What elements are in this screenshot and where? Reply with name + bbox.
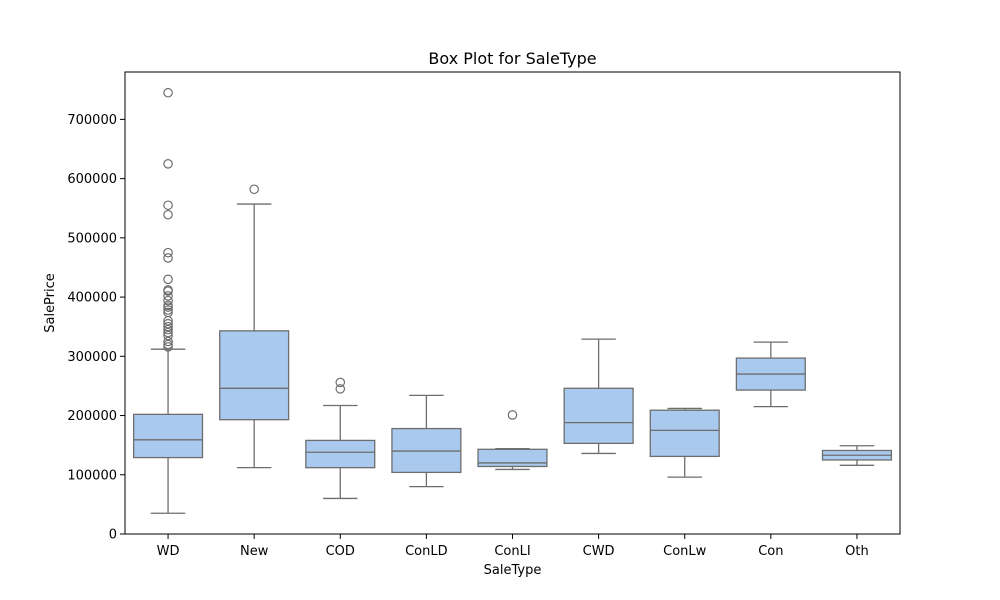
outlier-point xyxy=(163,209,173,220)
box-ConLw xyxy=(649,409,720,458)
outlier-point xyxy=(163,342,173,352)
outlier-point xyxy=(163,200,173,211)
outlier-point xyxy=(335,377,346,388)
box-WD xyxy=(132,413,204,459)
plot-area: 0 100000 200000 300000 400000 500000 600000 700… xyxy=(67,87,893,559)
outlier-point xyxy=(163,253,173,263)
outlier-point xyxy=(163,274,173,285)
x-tick-label: New xyxy=(240,544,269,559)
box-COD xyxy=(305,439,376,469)
y-tick-label: 300000 xyxy=(67,350,117,365)
x-tick-label: ConLI xyxy=(494,544,530,559)
outlier-point xyxy=(163,305,173,315)
outlier-point xyxy=(163,159,173,169)
x-tick-label: CWD xyxy=(583,544,615,559)
outlier-point xyxy=(163,339,173,350)
plot-frame xyxy=(124,71,901,535)
x-tick-label: ConLw xyxy=(663,544,707,559)
outlier-point xyxy=(163,336,173,347)
y-tick-label: 500000 xyxy=(67,231,117,246)
outlier-point xyxy=(249,184,259,195)
y-tick-label: 600000 xyxy=(67,172,117,187)
x-tick-label: COD xyxy=(326,544,355,559)
outlier-point xyxy=(163,87,173,98)
x-tick-label: WD xyxy=(157,544,180,559)
box-CWD xyxy=(563,387,634,445)
outlier-point xyxy=(163,247,173,258)
y-tick-label: 400000 xyxy=(67,291,117,306)
x-tick-label: Oth xyxy=(845,544,869,559)
outlier-point xyxy=(163,324,173,335)
x-tick-label: ConLD xyxy=(405,544,448,559)
y-axis-label: SalePrice xyxy=(43,273,58,333)
chart-title: Box Plot for SaleType xyxy=(428,49,596,68)
y-tick-label: 100000 xyxy=(67,468,117,483)
outlier-point xyxy=(163,302,173,312)
x-tick-label: Con xyxy=(758,544,783,559)
x-axis-label: SaleType xyxy=(484,563,542,578)
box-New xyxy=(219,330,290,421)
outlier-point xyxy=(163,291,173,301)
y-tick-label: 0 xyxy=(109,528,117,543)
outlier-point xyxy=(335,384,346,394)
outlier-point xyxy=(163,286,173,296)
box-ConLI xyxy=(477,448,548,468)
outlier-point xyxy=(507,410,518,420)
y-tick-label: 200000 xyxy=(67,409,117,424)
y-tick-label: 700000 xyxy=(67,113,117,128)
outlier-point xyxy=(163,295,173,306)
